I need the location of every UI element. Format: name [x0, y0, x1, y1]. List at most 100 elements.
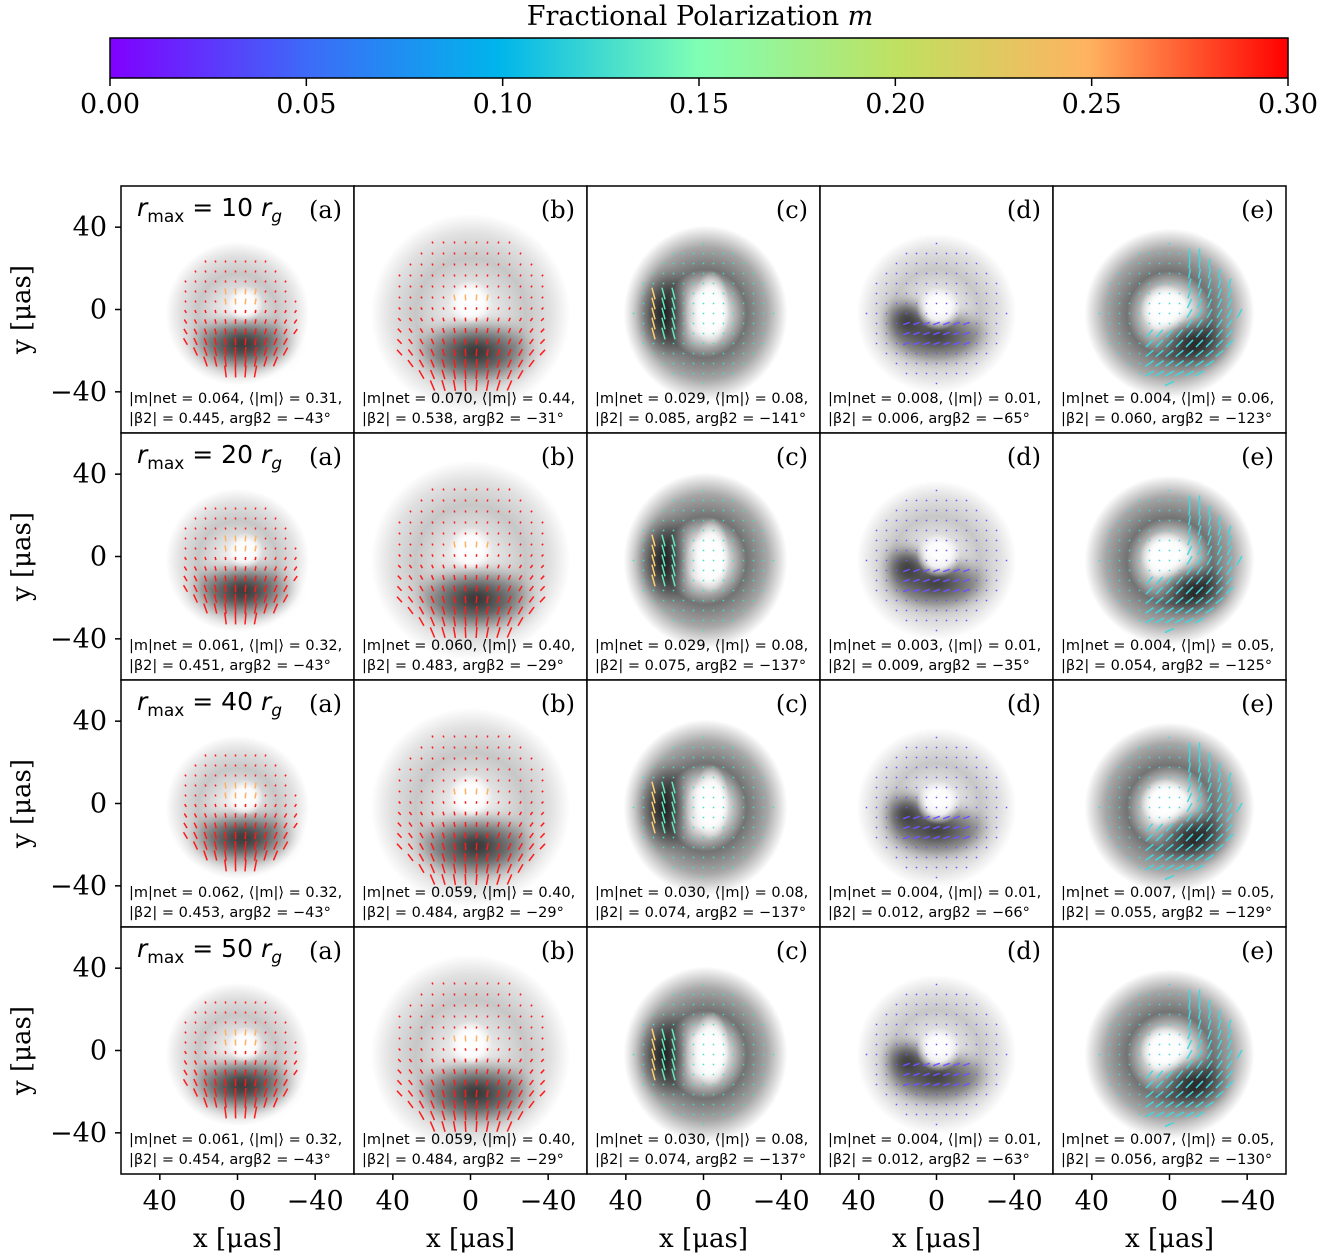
pol-tick: [932, 341, 941, 346]
pol-tick: [224, 1078, 227, 1087]
pol-tick: [507, 338, 512, 345]
pol-tick: [397, 1069, 402, 1074]
pol-tick: [1175, 833, 1184, 842]
pol-tick: [204, 1021, 207, 1024]
pol-tick: [431, 543, 434, 546]
pol-tick: [922, 1082, 931, 1087]
pol-tick: [1154, 864, 1165, 871]
pol-tick: [1174, 607, 1185, 614]
pol-tick: [497, 1037, 500, 1040]
panel: (a)rmax = 20 rg|m|net = 0.061, ⟨|m|⟩ = 0…: [50, 432, 355, 681]
pol-tick: [442, 757, 445, 760]
pol-tick: [244, 346, 247, 357]
pol-tick: [442, 993, 445, 996]
pol-tick: [1197, 782, 1202, 793]
pol-tick: [1175, 339, 1184, 348]
pol-tick: [442, 735, 445, 738]
pol-tick: [540, 1058, 545, 1063]
pol-tick: [408, 1079, 413, 1086]
pol-tick: [1185, 329, 1194, 338]
pol-tick: [508, 1037, 511, 1040]
pol-tick: [1217, 288, 1222, 299]
pol-tick: [661, 1058, 666, 1071]
pol-tick: [419, 821, 424, 828]
pol-tick: [294, 300, 297, 303]
panel-stats-line1: |m|net = 0.029, ⟨|m|⟩ = 0.08,: [595, 638, 808, 654]
pol-tick: [431, 993, 434, 996]
pol-tick: [182, 1078, 189, 1087]
pol-tick: [1227, 525, 1232, 536]
pol-tick: [204, 1050, 207, 1055]
pol-tick: [1196, 555, 1203, 566]
pol-tick: [293, 556, 298, 561]
pol-tick: [409, 1026, 412, 1029]
pol-tick: [962, 331, 971, 336]
pol-tick: [442, 1037, 445, 1040]
pol-tick: [508, 564, 511, 569]
pol-tick: [496, 359, 501, 368]
pol-tick: [519, 307, 522, 310]
pol-tick: [409, 263, 412, 266]
pol-tick: [293, 566, 298, 571]
pol-tick: [213, 850, 218, 861]
pol-tick: [194, 1041, 197, 1044]
polarization-ticks: [865, 736, 1008, 879]
pol-tick: [517, 853, 524, 862]
pol-tick: [1207, 268, 1212, 279]
pol-tick: [541, 801, 544, 804]
panel-stats-line2: |β2| = 0.075, argβ2 = −137°: [595, 658, 806, 674]
pol-tick: [912, 331, 921, 336]
pol-tick: [1216, 545, 1223, 556]
pol-tick: [431, 1037, 434, 1040]
pol-tick: [671, 574, 676, 587]
pol-tick: [1155, 833, 1164, 842]
pol-tick: [398, 1048, 401, 1051]
pol-tick: [263, 1069, 268, 1076]
pol-tick: [253, 365, 258, 378]
pol-tick: [1207, 288, 1212, 299]
pol-tick: [398, 285, 401, 288]
pol-tick: [408, 585, 413, 592]
pol-tick: [942, 1082, 951, 1087]
pol-tick: [397, 328, 402, 333]
pol-tick: [497, 757, 500, 760]
pol-tick: [1226, 1039, 1233, 1050]
pol-tick: [1195, 823, 1204, 832]
x-tick-label: 40: [143, 1186, 177, 1217]
pol-tick: [283, 1078, 288, 1087]
pol-tick: [1206, 565, 1213, 576]
pol-tick: [1226, 318, 1233, 329]
panel: (c)|m|net = 0.030, ⟨|m|⟩ = 0.08,|β2| = 0…: [586, 926, 821, 1217]
x-tick-label: −40: [520, 1186, 577, 1217]
pol-tick: [497, 263, 500, 266]
pol-tick: [430, 359, 435, 368]
pol-tick: [932, 568, 941, 573]
pol-tick: [283, 1060, 288, 1065]
pol-tick: [272, 603, 279, 614]
pol-tick: [497, 532, 500, 535]
pol-tick: [922, 321, 931, 326]
pol-tick: [214, 566, 217, 571]
pol-tick: [263, 1078, 268, 1087]
pol-tick: [1206, 555, 1213, 566]
pol-tick: [192, 1088, 199, 1097]
x-tick-label: 0: [928, 1186, 945, 1217]
pol-tick: [519, 274, 522, 277]
pol-tick: [263, 831, 268, 840]
pol-tick: [912, 321, 921, 326]
pol-tick: [244, 1087, 247, 1098]
pol-tick: [398, 779, 401, 782]
x-tick-label: 0: [695, 1186, 712, 1217]
pol-tick: [539, 1079, 546, 1086]
pol-tick: [407, 606, 414, 615]
pol-tick: [661, 307, 666, 320]
pol-tick: [213, 337, 218, 346]
pol-tick: [1175, 1080, 1184, 1089]
pol-tick: [273, 1069, 278, 1076]
pol-tick: [497, 317, 500, 322]
panel: (e)|m|net = 0.007, ⟨|m|⟩ = 0.05,|β2| = 0…: [1052, 679, 1287, 928]
pol-tick: [507, 606, 512, 615]
pol-tick: [441, 606, 446, 615]
pol-tick: [293, 813, 298, 818]
